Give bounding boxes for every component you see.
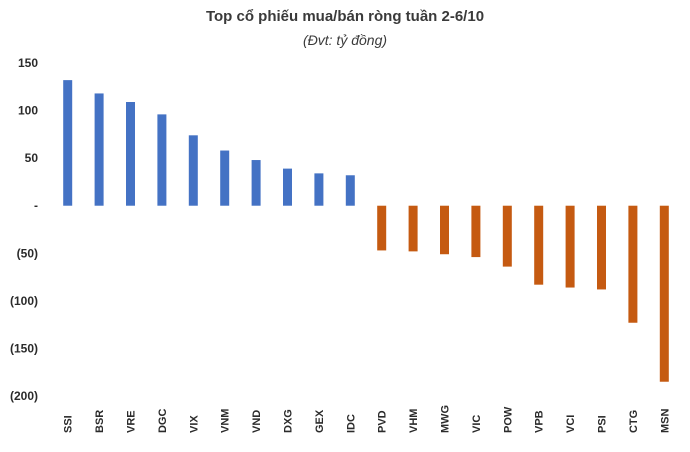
bar-vhm <box>408 205 418 252</box>
x-tick-label: MSN <box>659 409 671 434</box>
y-tick-label: 150 <box>18 56 38 70</box>
x-tick-label: CTG <box>628 410 640 433</box>
x-tick-label: DXG <box>283 409 295 433</box>
bar-ctg <box>628 205 638 323</box>
y-tick-label: 50 <box>25 151 39 165</box>
bar-vci <box>565 205 575 288</box>
y-tick-label: - <box>34 199 38 213</box>
bar-idc <box>345 175 355 206</box>
x-tick-label: VNM <box>220 409 232 433</box>
x-tick-label: PSI <box>597 415 609 433</box>
y-tick-label: (150) <box>10 341 38 355</box>
x-tick-label: VIX <box>188 415 200 433</box>
bar-dgc <box>157 114 167 206</box>
x-tick-label: DGC <box>157 409 169 434</box>
bar-bsr <box>94 93 104 206</box>
x-tick-label: VHM <box>408 409 420 433</box>
x-tick-label: BSR <box>94 410 106 433</box>
x-tick-label: SSI <box>63 415 75 433</box>
x-tick-label: VIC <box>471 415 483 433</box>
x-tick-label: VCI <box>565 415 577 433</box>
y-tick-label: (200) <box>10 389 38 403</box>
bar-vre <box>126 102 135 206</box>
x-tick-label: VPB <box>534 410 546 433</box>
x-tick-label: IDC <box>345 414 357 433</box>
bar-psi <box>597 205 606 290</box>
bar-ssi <box>63 80 73 206</box>
bar-msn <box>659 205 669 382</box>
bar-vpb <box>534 205 544 285</box>
bar-pow <box>502 205 512 267</box>
y-tick-label: 100 <box>18 104 38 118</box>
bar-mwg <box>440 205 449 255</box>
bar-dxg <box>283 168 292 206</box>
x-tick-label: POW <box>502 406 514 433</box>
chart-title: Top cổ phiếu mua/bán ròng tuần 2-6/10 <box>205 8 485 25</box>
x-tick-label: GEX <box>314 409 326 433</box>
x-tick-label: PVD <box>377 410 389 433</box>
bar-pvd <box>377 205 387 251</box>
bar-vnm <box>220 150 230 206</box>
y-tick-label: (50) <box>17 246 38 260</box>
bar-vnd <box>251 160 261 206</box>
x-tick-label: VND <box>251 410 263 433</box>
x-tick-label: MWG <box>440 405 452 433</box>
x-tick-label: VRE <box>126 410 138 433</box>
bar-gex <box>314 173 324 206</box>
chart-subtitle: (Đvt: tỷ đồng) <box>302 32 388 48</box>
y-tick-label: (100) <box>10 294 38 308</box>
bar-vix <box>188 135 198 206</box>
bar-vic <box>471 205 481 258</box>
